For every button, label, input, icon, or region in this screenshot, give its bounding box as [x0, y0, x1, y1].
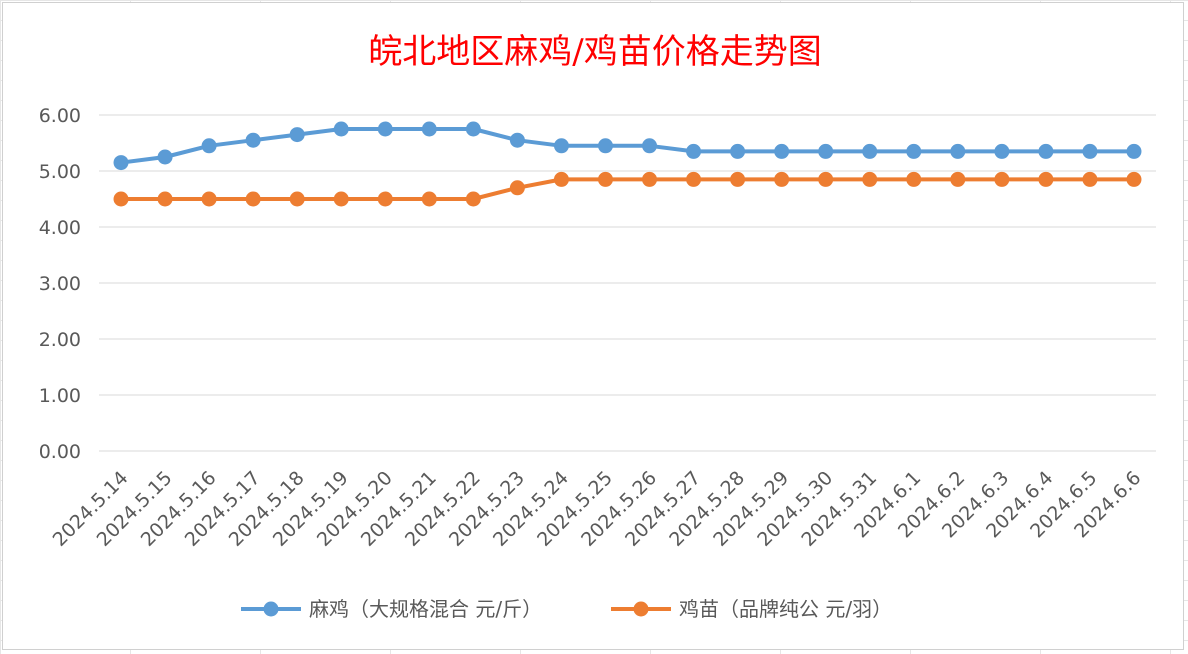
- data-point[interactable]: [289, 127, 305, 143]
- data-point[interactable]: [686, 143, 702, 159]
- data-point[interactable]: [1126, 143, 1142, 159]
- data-point[interactable]: [686, 171, 702, 187]
- line-chart: 皖北地区麻鸡/鸡苗价格走势图 0.00 1.00 2.00 3.00 4.00 5.00 6…: [39, 32, 1156, 621]
- data-point[interactable]: [642, 171, 658, 187]
- y-tick-label: 6.00: [39, 105, 81, 127]
- data-point[interactable]: [333, 121, 349, 137]
- data-point[interactable]: [201, 138, 217, 154]
- data-point[interactable]: [421, 191, 437, 207]
- legend-item[interactable]: 麻鸡（大规格混合 元/斤）: [241, 597, 542, 621]
- data-point[interactable]: [245, 191, 261, 207]
- data-point[interactable]: [597, 138, 613, 154]
- series-line: [121, 177, 1134, 201]
- series-line: [120, 127, 1134, 165]
- data-point[interactable]: [1126, 171, 1142, 187]
- y-tick-label: 4.00: [39, 217, 81, 239]
- data-point[interactable]: [906, 143, 922, 159]
- data-point[interactable]: [774, 143, 790, 159]
- data-point[interactable]: [818, 143, 834, 159]
- y-tick-label: 0.00: [39, 441, 81, 463]
- data-point[interactable]: [950, 143, 966, 159]
- data-point[interactable]: [377, 191, 393, 207]
- data-point[interactable]: [113, 191, 129, 207]
- y-axis-ticks: 0.00 1.00 2.00 3.00 4.00 5.00 6.00: [39, 105, 81, 463]
- data-point[interactable]: [994, 143, 1010, 159]
- data-point[interactable]: [157, 191, 173, 207]
- legend-item[interactable]: 鸡苗（品牌纯公 元/羽）: [611, 597, 892, 621]
- series-2: [113, 171, 1142, 207]
- data-point[interactable]: [950, 171, 966, 187]
- data-point[interactable]: [509, 132, 525, 148]
- data-point[interactable]: [730, 143, 746, 159]
- chart-title: 皖北地区麻鸡/鸡苗价格走势图: [368, 32, 821, 72]
- data-point[interactable]: [245, 132, 261, 148]
- data-point[interactable]: [553, 171, 569, 187]
- y-tick-label: 5.00: [39, 161, 81, 183]
- y-tick-label: 1.00: [39, 385, 81, 407]
- data-point[interactable]: [113, 155, 129, 171]
- data-point[interactable]: [333, 191, 349, 207]
- series-1: [113, 121, 1142, 171]
- data-point[interactable]: [465, 121, 481, 137]
- data-point[interactable]: [730, 171, 746, 187]
- data-point[interactable]: [1082, 143, 1098, 159]
- data-point[interactable]: [597, 171, 613, 187]
- data-point[interactable]: [862, 143, 878, 159]
- data-point[interactable]: [201, 191, 217, 207]
- data-point[interactable]: [1038, 171, 1054, 187]
- x-axis-ticks: 2024.5.142024.5.152024.5.162024.5.172024…: [49, 467, 1146, 551]
- series-lines: [113, 121, 1142, 207]
- y-tick-label: 3.00: [39, 273, 81, 295]
- data-point[interactable]: [818, 171, 834, 187]
- data-point[interactable]: [157, 149, 173, 165]
- legend-marker: [633, 601, 649, 617]
- y-tick-label: 2.00: [39, 329, 81, 351]
- data-point[interactable]: [862, 171, 878, 187]
- data-point[interactable]: [1038, 143, 1054, 159]
- data-point[interactable]: [509, 180, 525, 196]
- legend-label: 麻鸡（大规格混合 元/斤）: [309, 597, 542, 621]
- data-point[interactable]: [994, 171, 1010, 187]
- legend-label: 鸡苗（品牌纯公 元/羽）: [679, 597, 892, 621]
- data-point[interactable]: [642, 138, 658, 154]
- data-point[interactable]: [421, 121, 437, 137]
- data-point[interactable]: [289, 191, 305, 207]
- data-point[interactable]: [553, 138, 569, 154]
- gridlines: [99, 114, 1156, 452]
- legend-marker: [263, 601, 279, 617]
- data-point[interactable]: [906, 171, 922, 187]
- data-point[interactable]: [1082, 171, 1098, 187]
- legend: 麻鸡（大规格混合 元/斤） 鸡苗（品牌纯公 元/羽）: [241, 597, 892, 621]
- data-point[interactable]: [774, 171, 790, 187]
- data-point[interactable]: [377, 121, 393, 137]
- data-point[interactable]: [465, 191, 481, 207]
